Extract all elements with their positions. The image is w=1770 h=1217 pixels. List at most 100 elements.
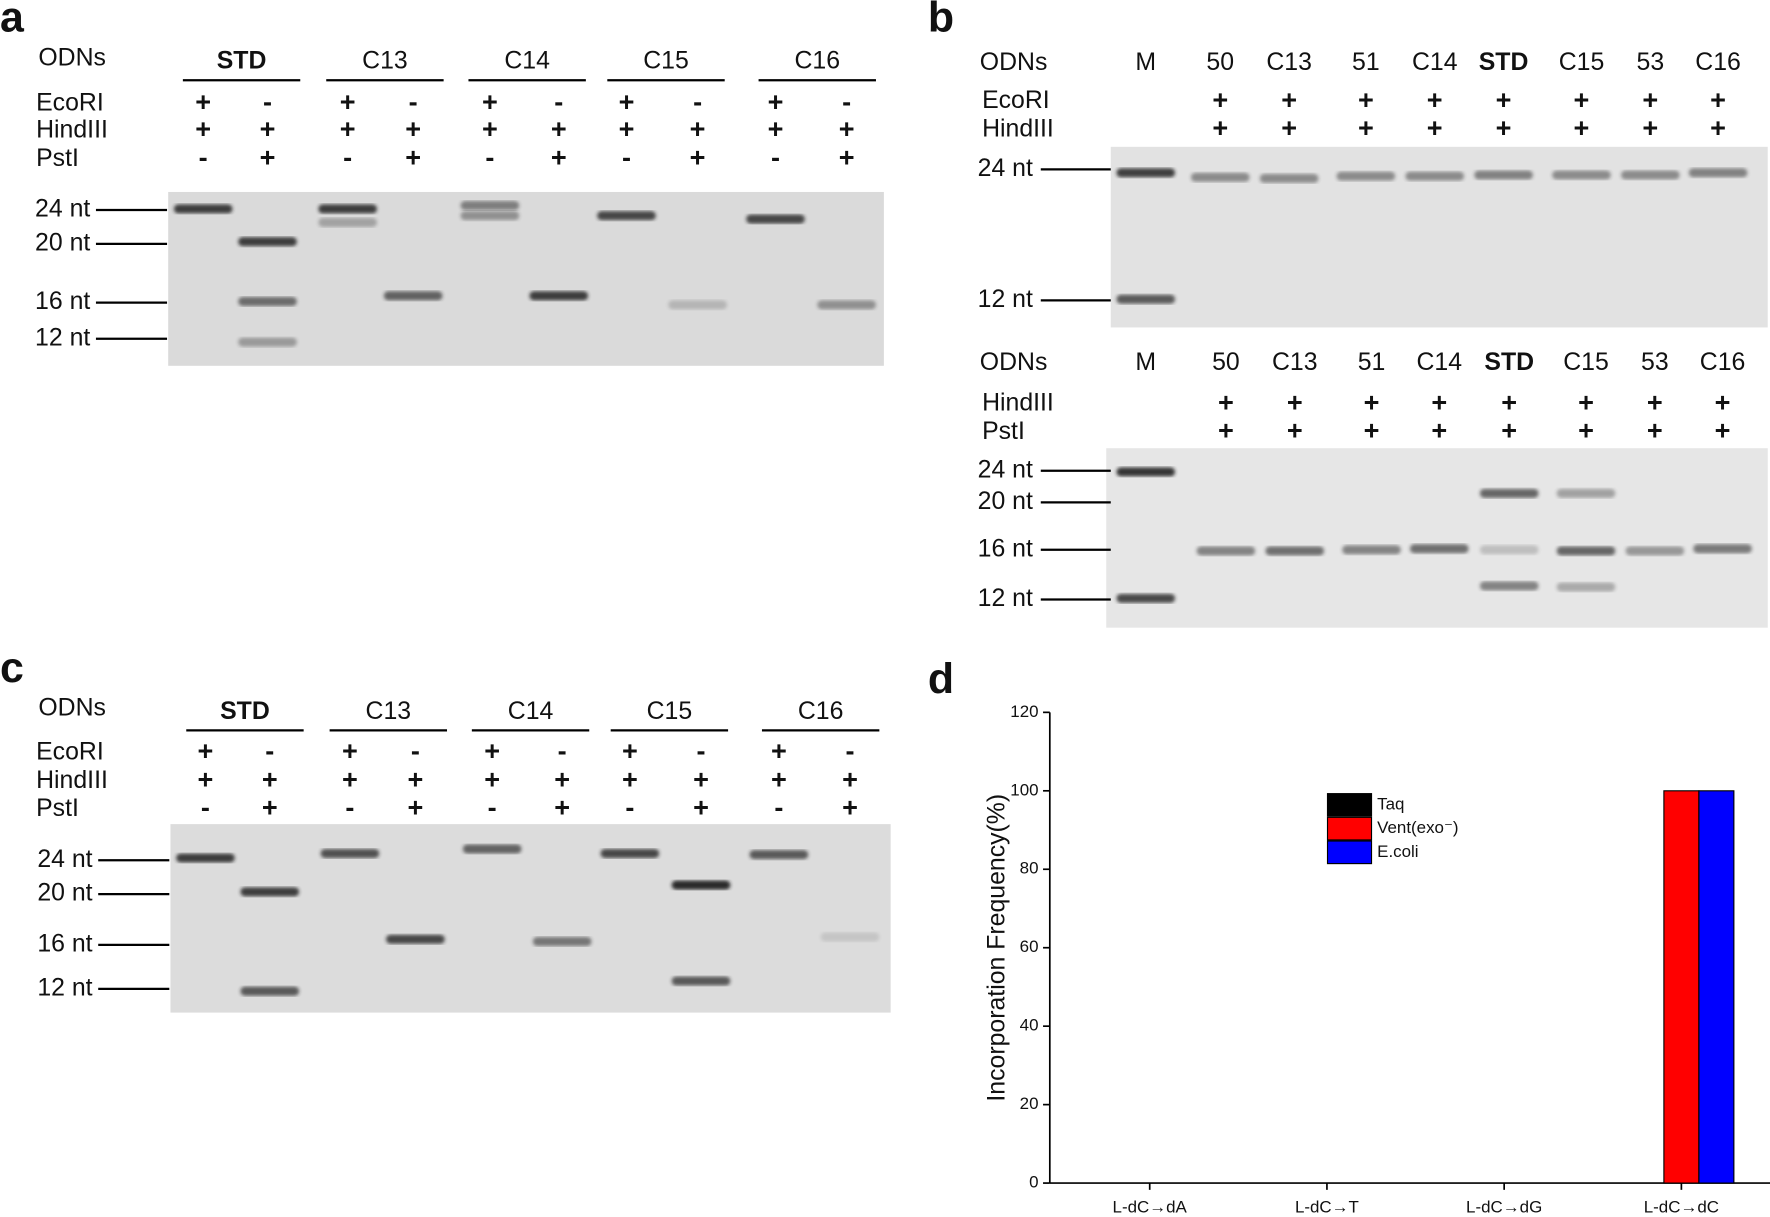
y-axis-title: Incorporation Frequency(%): [983, 794, 1010, 1102]
gel-band: [386, 934, 445, 944]
sign: +: [407, 763, 423, 794]
sign: -: [554, 86, 563, 117]
sign: +: [771, 735, 787, 766]
row-label: ODNs: [38, 695, 106, 722]
lane-label: C14: [1412, 49, 1458, 76]
sign: +: [1496, 112, 1512, 143]
sign: +: [1287, 386, 1303, 417]
gel-band: [1196, 546, 1256, 556]
gel-band: [1116, 168, 1176, 178]
lane-label: 51: [1358, 349, 1386, 376]
sign: +: [195, 113, 211, 144]
lane-label: C13: [1266, 49, 1312, 76]
sign: +: [1501, 386, 1517, 417]
gel-band: [1556, 582, 1616, 592]
sign: +: [622, 735, 638, 766]
sign: +: [622, 763, 638, 794]
sign: -: [199, 141, 208, 172]
sign: +: [1574, 84, 1590, 115]
gel-band: [746, 214, 805, 224]
sign: +: [342, 735, 358, 766]
row-label: EcoRI: [36, 89, 104, 116]
sign: -: [201, 792, 210, 823]
panel-label: b: [928, 0, 954, 42]
sign: +: [1710, 84, 1726, 115]
lane-label: C16: [1695, 49, 1741, 76]
gel-band: [597, 211, 656, 221]
bar: [1663, 790, 1700, 1184]
sign: +: [1578, 415, 1594, 446]
gel-band: [318, 217, 378, 227]
sign: +: [771, 763, 787, 794]
sign: +: [1642, 84, 1658, 115]
sign: +: [1281, 84, 1297, 115]
marker-label: 20 nt: [37, 880, 92, 907]
sign: +: [1212, 112, 1228, 143]
gel-band: [1265, 546, 1325, 556]
y-tick-label: 120: [1010, 702, 1038, 721]
sign: +: [1364, 386, 1380, 417]
sign: +: [693, 763, 709, 794]
gel-band: [1556, 546, 1616, 556]
sign: +: [1574, 112, 1590, 143]
marker-label: 12 nt: [978, 286, 1033, 313]
gel-band: [749, 850, 809, 860]
lane-label: C16: [1700, 349, 1746, 376]
row-label: HindIII: [36, 767, 108, 794]
group-label: C14: [508, 698, 554, 725]
lane-label: STD: [1484, 349, 1534, 376]
sign: +: [407, 792, 423, 823]
gel-band: [462, 844, 522, 854]
sign: +: [768, 86, 784, 117]
legend-swatch: [1326, 816, 1373, 841]
gel-band: [238, 337, 297, 347]
sign: +: [619, 113, 635, 144]
gel-band: [240, 986, 300, 996]
legend-swatch: [1326, 793, 1373, 817]
marker-label: 20 nt: [978, 488, 1033, 515]
gel-band: [318, 204, 378, 214]
lane-label: 50: [1206, 49, 1234, 76]
sign: +: [1427, 84, 1443, 115]
sign: +: [198, 735, 214, 766]
sign: +: [554, 763, 570, 794]
gel-band: [383, 291, 443, 301]
sign: +: [405, 113, 421, 144]
sign: +: [693, 792, 709, 823]
legend-swatch: [1326, 840, 1373, 865]
gel-band: [1336, 171, 1396, 181]
sign: +: [551, 141, 567, 172]
sign: +: [768, 113, 784, 144]
sign: +: [1578, 386, 1594, 417]
sign: +: [260, 113, 276, 144]
panel-label: c: [0, 644, 24, 692]
x-tick-label: L-dC→T: [1295, 1197, 1359, 1216]
group-label: C13: [362, 48, 408, 75]
gel-band: [1693, 544, 1752, 554]
gel-band: [532, 936, 592, 947]
gel-band: [671, 880, 731, 890]
sign: +: [262, 792, 278, 823]
row-label: EcoRI: [982, 87, 1050, 114]
y-tick-label: 60: [1020, 937, 1039, 956]
sign: -: [845, 735, 854, 766]
sign: -: [411, 735, 420, 766]
sign: +: [1364, 415, 1380, 446]
marker-label: 12 nt: [35, 324, 90, 351]
sign: +: [1647, 415, 1663, 446]
sign: +: [842, 763, 858, 794]
sign: +: [1431, 415, 1447, 446]
sign: -: [343, 141, 352, 172]
group-label: STD: [217, 48, 267, 75]
gel-band: [1620, 170, 1680, 180]
sign: +: [482, 86, 498, 117]
lane-label: C13: [1272, 349, 1318, 376]
marker-label: 24 nt: [35, 196, 90, 223]
gel-band: [176, 853, 235, 863]
marker-label: 24 nt: [978, 155, 1033, 182]
sign: +: [551, 113, 567, 144]
sign: +: [690, 113, 706, 144]
gel-band: [671, 976, 731, 986]
sign: +: [1647, 386, 1663, 417]
sign: +: [484, 763, 500, 794]
